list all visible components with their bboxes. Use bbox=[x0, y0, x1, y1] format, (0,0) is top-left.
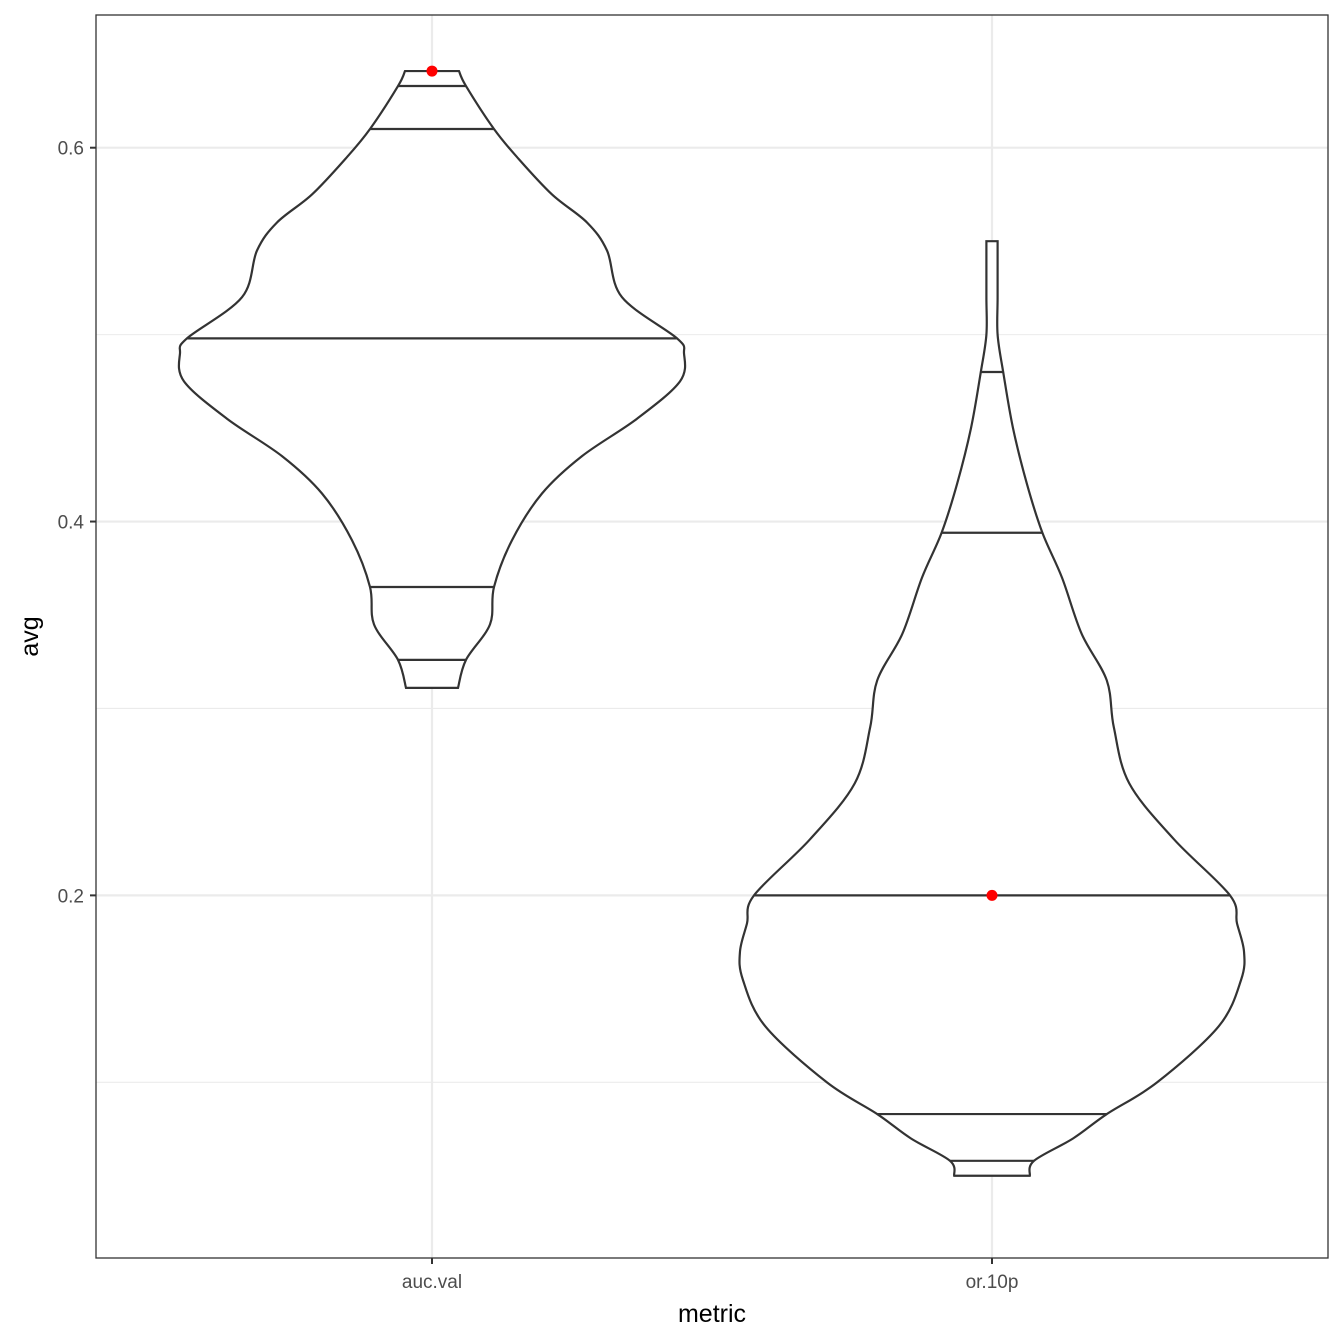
violin-or.10p bbox=[738, 240, 1246, 1177]
highlight-points bbox=[426, 65, 998, 901]
x-tick-label: auc.val bbox=[402, 1272, 462, 1293]
y-tick-label: 0.6 bbox=[58, 139, 84, 160]
y-axis-title: avg bbox=[16, 616, 44, 656]
x-tick-label: or.10p bbox=[966, 1272, 1019, 1293]
highlight-point bbox=[426, 65, 438, 77]
violins bbox=[177, 69, 1246, 1177]
highlight-point bbox=[986, 889, 998, 901]
panel-border bbox=[95, 14, 1329, 1259]
axes: 0.2 0.4 0.6 auc.val or.10p bbox=[58, 139, 1019, 1293]
x-axis-title: metric bbox=[678, 1300, 746, 1328]
y-tick-label: 0.4 bbox=[58, 513, 85, 534]
violin-auc.val bbox=[177, 69, 687, 690]
y-tick-label: 0.2 bbox=[58, 886, 84, 907]
